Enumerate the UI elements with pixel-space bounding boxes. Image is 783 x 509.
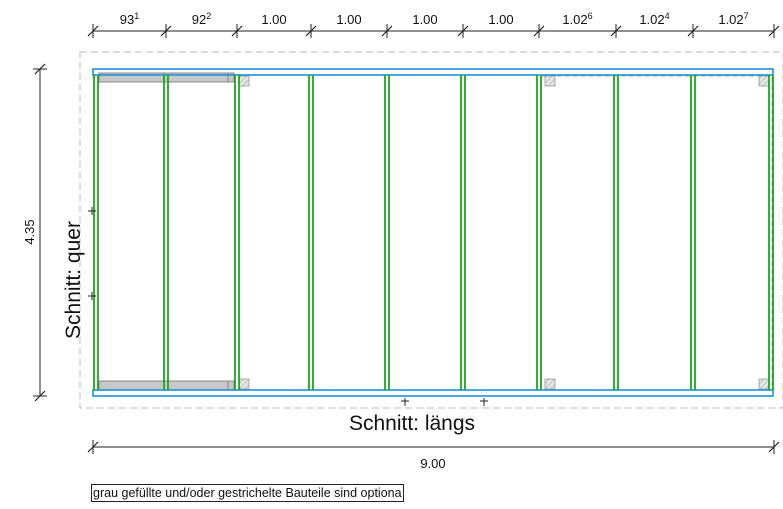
dimension-slash	[381, 25, 393, 37]
post-marker	[544, 75, 556, 87]
dimension-slash	[610, 25, 622, 37]
segment-dimension-label: 1.00	[336, 12, 361, 27]
beam-top	[92, 68, 774, 76]
height-dimension: 4.35	[22, 63, 47, 402]
post-marker	[758, 75, 770, 87]
beam-bottom	[92, 389, 774, 397]
segment-dimension-label: 1.026	[562, 11, 592, 27]
segment-dimension-label: 1.027	[718, 11, 748, 27]
optional-zone-outline	[540, 75, 773, 391]
dimension-slash	[305, 25, 317, 37]
post-marker	[238, 378, 250, 390]
post-marker	[544, 378, 556, 390]
segment-dimension-label: 922	[192, 11, 211, 27]
segment-dimension-label: 1.00	[261, 12, 286, 27]
section-long-label: Schnitt: längs	[349, 412, 475, 435]
segment-dimension-label: 1.00	[488, 12, 513, 27]
dimension-slash	[231, 25, 243, 37]
top-dimension-chain: 931 922 1.00 1.00 1.00 1.00 1.026 1.024 1.027	[87, 11, 780, 38]
segment-dimension-label: 1.024	[639, 11, 669, 27]
dimension-slash	[533, 25, 545, 37]
optional-components-note: grau gefüllte und/oder gestrichelte Baut…	[91, 484, 404, 502]
total-dimension: 9.00	[87, 440, 780, 471]
height-label: 4.35	[22, 219, 37, 244]
dimension-slash	[160, 25, 172, 37]
segment-dimension-label: 1.00	[412, 12, 437, 27]
section-cross-label: Schnitt: quer	[62, 221, 85, 339]
optional-bar-bottom	[98, 380, 235, 391]
section-cross-marker	[88, 207, 96, 300]
optional-outline	[79, 51, 783, 409]
dimension-slash	[457, 25, 469, 37]
dimension-slash	[687, 25, 699, 37]
rafters-group	[93, 75, 774, 390]
section-long-marker	[401, 398, 488, 406]
dimension-slash	[87, 25, 99, 37]
segment-dimension-label: 931	[120, 11, 139, 27]
optional-bar-top	[98, 72, 235, 83]
total-width-label: 9.00	[420, 456, 445, 471]
dimension-slash	[768, 25, 780, 37]
post-marker	[758, 378, 770, 390]
post-marker	[238, 75, 250, 87]
